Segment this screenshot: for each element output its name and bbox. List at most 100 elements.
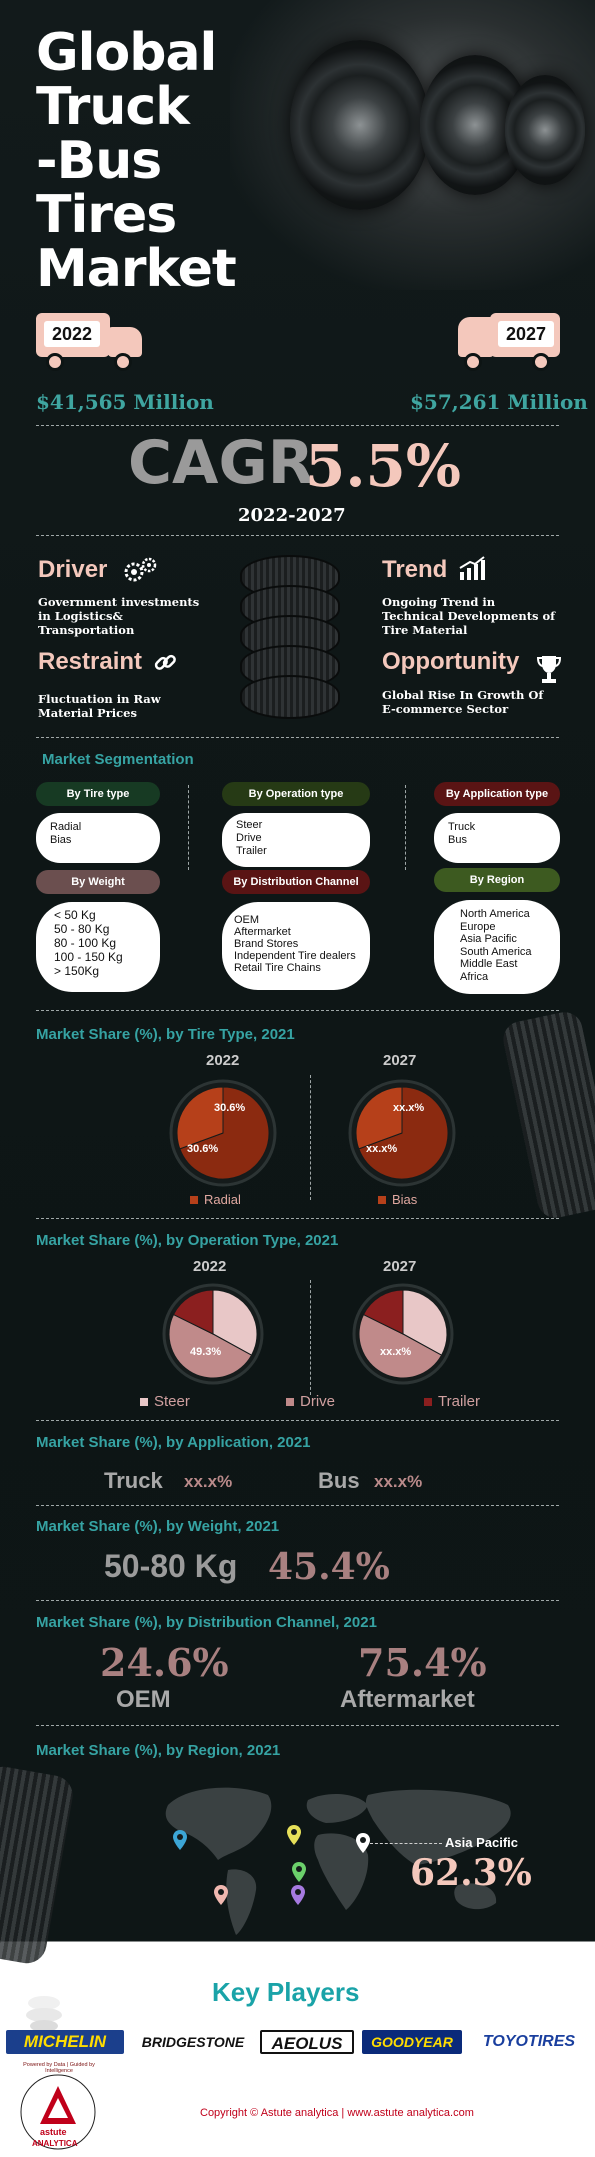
pie-label: xx.x% — [380, 1346, 412, 1358]
end-value: $57,261 Million — [410, 390, 588, 414]
page-title: Global Truck -Bus Tires Market — [36, 26, 296, 296]
location-pin-icon — [292, 1862, 306, 1882]
title-line: -Bus — [36, 131, 162, 191]
year-start-label: 2022 — [44, 321, 100, 347]
truck-wheel-image — [505, 75, 585, 185]
list-item: Radial — [50, 821, 82, 833]
list-item: 80 - 100 Kg — [54, 936, 117, 950]
year-end-label: 2027 — [498, 321, 554, 347]
pie-slice-steer — [212, 1289, 258, 1356]
divider — [36, 1725, 559, 1726]
logo-ring-text: Powered by Data | Guided by Intelligence — [23, 2062, 95, 2074]
list-item: Aftermarket — [234, 926, 291, 938]
pie-slice-bias — [176, 1086, 224, 1150]
divider — [36, 535, 559, 536]
legend-label: Steer — [154, 1393, 190, 1410]
brand-bridgestone: BRIDGESTONE — [134, 2030, 252, 2054]
tire-type-share-title: Market Share (%), by Tire Type, 2021 — [36, 1026, 295, 1043]
list-item: South America — [460, 945, 532, 958]
weight-share-title: Market Share (%), by Weight, 2021 — [36, 1518, 280, 1535]
brand-michelin: MICHELIN — [6, 2030, 124, 2054]
pie-slice-drive — [358, 1313, 443, 1379]
list-item: Trailer — [236, 845, 267, 857]
pie-slice-radial — [358, 1086, 449, 1180]
copyright-text: Copyright © Astute analytica | www.astut… — [200, 2107, 474, 2119]
location-pin-icon — [173, 1830, 187, 1850]
divider — [36, 425, 559, 426]
list-item: Bias — [50, 834, 72, 846]
title-line: Market — [36, 239, 237, 299]
start-value: $41,565 Million — [36, 390, 214, 414]
list-item: Truck — [448, 821, 476, 833]
cagr-period: 2022-2027 — [238, 505, 346, 526]
pie-slice-drive — [168, 1313, 253, 1379]
truck-value: xx.x% — [184, 1472, 233, 1491]
list-item: > 150Kg — [54, 964, 100, 978]
segmentation-title: Market Segmentation — [42, 751, 194, 768]
segment-head-weight: By Weight — [36, 870, 160, 894]
segment-head-application-type: By Application type — [434, 782, 560, 806]
list-item: < 50 Kg — [54, 908, 96, 922]
list-item: North America — [460, 908, 530, 920]
truck-wheel-image — [290, 40, 430, 210]
list-item: 100 - 150 Kg — [54, 950, 123, 964]
list-item: Asia Pacific — [460, 933, 517, 945]
title-line: Truck — [36, 77, 190, 137]
bus-value: xx.x% — [374, 1472, 423, 1491]
list-item: Drive — [236, 832, 262, 844]
cagr-label: CAGR — [128, 428, 314, 498]
pie-slice-trailer — [362, 1289, 404, 1335]
segment-head-tire-type: By Tire type — [36, 782, 160, 806]
divider — [36, 1420, 559, 1421]
divider — [36, 1600, 559, 1601]
location-pin-icon — [356, 1833, 370, 1853]
bar-chart-icon — [458, 556, 486, 582]
tire-type-pie-2022 — [169, 1079, 277, 1187]
list-item: Retail Tire Chains — [234, 962, 321, 974]
pie-slice-trailer — [172, 1289, 214, 1335]
segment-body-application-type: Truck Bus — [434, 813, 560, 863]
oem-value: 24.6% — [100, 1640, 229, 1685]
location-pin-icon — [287, 1825, 301, 1845]
region-share-title: Market Share (%), by Region, 2021 — [36, 1742, 281, 1759]
segment-head-operation-type: By Operation type — [222, 782, 370, 806]
segment-body-region: North America Europe Asia Pacific South … — [434, 900, 560, 994]
brand-toyotires: TOYOTIRES — [468, 2030, 590, 2054]
title-line: Tires — [36, 185, 177, 245]
brand-aeolus: AEOLUS — [260, 2030, 354, 2054]
operation-pie-2022 — [162, 1283, 264, 1385]
list-item: OEM — [234, 914, 260, 926]
link-icon — [152, 650, 178, 676]
key-players-title: Key Players — [212, 1977, 360, 2007]
cagr-value: 5.5% — [305, 432, 462, 500]
pie-label: xx.x% — [366, 1143, 398, 1155]
weight-label: 50-80 Kg — [104, 1548, 238, 1584]
legend-item-trailer: Trailer — [424, 1393, 480, 1410]
year-label: 2027 — [383, 1258, 417, 1275]
list-item: Brand Stores — [234, 938, 299, 950]
list-item: Africa — [460, 970, 489, 983]
divider — [188, 785, 189, 870]
operation-share-title: Market Share (%), by Operation Type, 202… — [36, 1232, 339, 1249]
tire-stack-image — [240, 555, 344, 725]
list-item: 50 - 80 Kg — [54, 922, 110, 936]
opportunity-text: Global Rise In Growth Of E-commerce Sect… — [382, 688, 544, 716]
location-pin-icon — [214, 1885, 228, 1905]
divider — [310, 1075, 311, 1200]
world-map — [165, 1787, 511, 1935]
year-label: 2027 — [383, 1052, 417, 1069]
trend-text: Ongoing Trend in Technical Developments … — [382, 595, 556, 637]
opportunity-title: Opportunity — [382, 648, 520, 675]
logo-sub: ANALYTICA — [32, 2139, 78, 2148]
location-pin-icon — [291, 1885, 305, 1905]
legend-label: Trailer — [438, 1393, 480, 1410]
region-label: Asia Pacific — [445, 1835, 518, 1850]
segment-body-distribution: OEM Aftermarket Brand Stores Independent… — [222, 902, 370, 990]
aftermarket-value: 75.4% — [358, 1640, 487, 1685]
year-label: 2022 — [193, 1258, 227, 1275]
pie-slice-steer — [402, 1289, 448, 1356]
gears-icon — [122, 556, 158, 584]
segment-head-distribution: By Distribution Channel — [222, 870, 370, 894]
logo-brand: astute — [40, 2127, 67, 2137]
aftermarket-label: Aftermarket — [340, 1686, 475, 1713]
